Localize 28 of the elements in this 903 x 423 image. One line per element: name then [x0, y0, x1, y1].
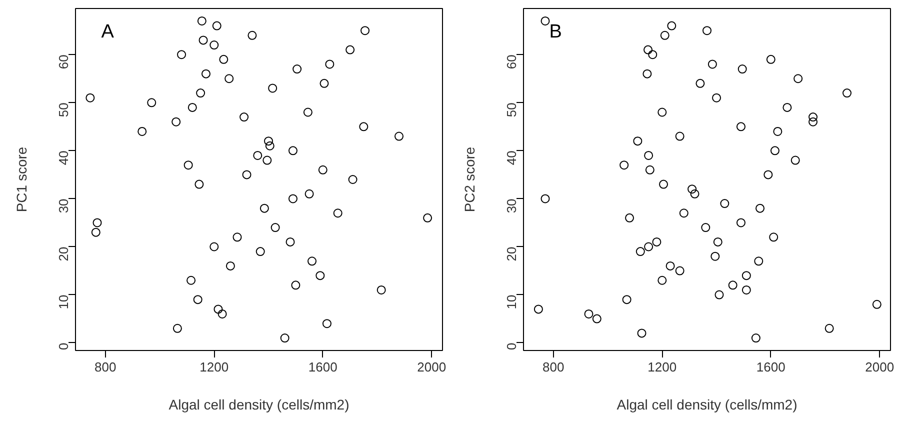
annotation: A [101, 22, 114, 43]
y-tick-label: 30 [56, 198, 71, 214]
y-tick-label: 50 [504, 102, 519, 118]
y-axis-title: PC1 score [14, 146, 30, 212]
y-tick-label: 40 [504, 150, 519, 166]
y-tick-label: 0 [56, 342, 71, 350]
x-tick-label: 2000 [865, 360, 894, 374]
y-tick-label: 50 [56, 102, 71, 118]
y-tick-label: 20 [56, 246, 71, 262]
annotation: B [549, 22, 562, 43]
x-axis-title: Algal cell density (cells/mm2) [616, 396, 798, 412]
x-tick-label: 2000 [417, 360, 446, 374]
y-tick-label: 30 [504, 198, 519, 214]
x-tick-label: 1200 [648, 360, 677, 374]
x-tick-label: 1600 [308, 360, 338, 374]
x-axis-title: Algal cell density (cells/mm2) [168, 396, 350, 412]
y-tick-label: 10 [56, 294, 71, 310]
x-tick-label: 800 [542, 360, 564, 374]
y-tick-label: 40 [56, 150, 71, 166]
y-tick-label: 20 [504, 246, 519, 262]
y-tick-label: 0 [504, 342, 519, 350]
y-tick-label: 60 [56, 54, 71, 70]
x-tick-label: 1200 [200, 360, 229, 374]
x-tick-label: 1600 [756, 360, 786, 374]
y-axis-title: PC2 score [462, 146, 478, 212]
x-tick-label: 800 [94, 360, 116, 374]
y-tick-label: 60 [504, 54, 519, 70]
y-tick-label: 10 [504, 294, 519, 310]
